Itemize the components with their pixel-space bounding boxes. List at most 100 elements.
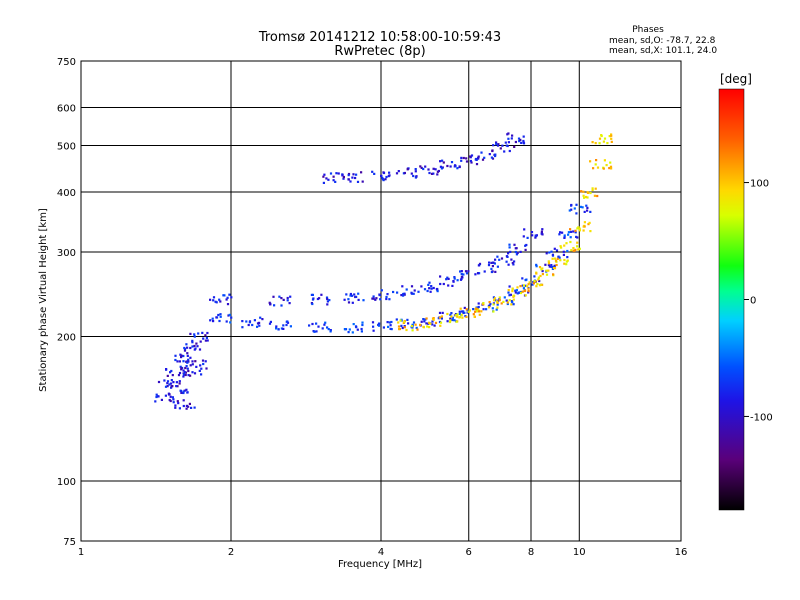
scatter-point — [395, 172, 399, 175]
scatter-point — [417, 290, 420, 293]
scatter-point — [378, 294, 381, 297]
colorbar-ticks: 100 0 -100 — [744, 179, 773, 423]
scatter-point — [495, 143, 498, 146]
scatter-point — [482, 308, 485, 311]
x-tick-label: 1 — [78, 547, 84, 558]
scatter-point — [521, 277, 524, 280]
scatter-point — [447, 277, 450, 280]
scatter-point — [498, 296, 501, 299]
scatter-point — [191, 345, 194, 348]
scatter-point — [428, 281, 431, 284]
scatter-point — [496, 255, 499, 258]
scatter-point — [362, 299, 365, 302]
scatter-point — [458, 315, 462, 319]
scatter-point — [576, 236, 579, 239]
scatter-point — [496, 265, 499, 268]
scatter-point — [516, 286, 519, 289]
scatter-point — [403, 326, 406, 329]
scatter-point — [169, 382, 173, 385]
scatter-point — [200, 373, 203, 376]
scatter-point — [519, 138, 522, 141]
scatter-point — [282, 327, 285, 330]
scatter-point — [540, 230, 543, 233]
scatter-point — [426, 325, 429, 328]
scatter-point — [154, 400, 157, 403]
scatter-point — [523, 289, 526, 293]
scatter-point — [506, 255, 509, 258]
scatter-point — [337, 172, 340, 175]
scatter-point — [182, 360, 185, 363]
scatter-point — [272, 295, 275, 298]
scatter-point — [563, 258, 566, 262]
scatter-point — [496, 306, 499, 309]
scatter-point — [460, 313, 463, 316]
scatter-point — [316, 297, 319, 301]
scatter-point — [347, 174, 350, 177]
scatter-point — [598, 137, 602, 140]
scatter-point — [251, 323, 254, 327]
scatter-point — [360, 330, 363, 333]
scatter-point — [175, 381, 178, 384]
scatter-point — [509, 293, 512, 296]
scatter-point — [174, 406, 177, 409]
scatter-point — [505, 299, 508, 302]
scatter-point — [587, 191, 590, 194]
scatter-point — [488, 153, 491, 156]
scatter-point — [594, 163, 597, 166]
scatter-point — [545, 273, 549, 276]
scatter-point — [591, 188, 594, 192]
scatter-point — [610, 167, 613, 170]
scatter-point — [183, 348, 187, 351]
scatter-point — [228, 313, 231, 316]
scatter-point — [458, 165, 461, 168]
scatter-point — [382, 179, 385, 182]
scatter-point — [548, 265, 551, 268]
scatter-point — [193, 344, 196, 348]
scatter-point — [513, 145, 516, 148]
scatter-point — [565, 263, 568, 266]
scatter-point — [400, 324, 403, 327]
scatter-point — [532, 282, 535, 285]
scatter-point — [514, 140, 517, 144]
scatter-point — [329, 329, 332, 332]
scatter-point — [211, 317, 214, 320]
scatter-point — [440, 315, 443, 318]
scatter-point — [428, 171, 431, 175]
scatter-point — [349, 294, 352, 297]
scatter-point — [164, 394, 167, 397]
scatter-point — [442, 161, 445, 164]
scatter-point — [524, 248, 527, 251]
y-tick-label: 200 — [57, 333, 76, 344]
scatter-point — [175, 385, 178, 388]
y-tick-label: 600 — [57, 104, 76, 115]
scatter-point — [439, 165, 442, 168]
scatter-point — [459, 270, 462, 273]
scatter-point — [511, 261, 514, 265]
scatter-point — [204, 339, 207, 342]
scatter-point — [406, 168, 409, 171]
scatter-point — [377, 324, 381, 327]
scatter-point — [512, 303, 515, 306]
scatter-point — [519, 250, 522, 253]
scatter-point — [374, 298, 377, 301]
scatter-point — [462, 311, 465, 315]
scatter-point — [430, 285, 433, 288]
scatter-point — [526, 236, 529, 239]
scatter-point — [477, 264, 480, 267]
scatter-point — [520, 141, 523, 144]
scatter-point — [489, 302, 492, 306]
scatter-point — [450, 312, 453, 315]
scatter-point — [282, 298, 285, 301]
scatter-point — [501, 144, 504, 147]
scatter-point — [332, 175, 335, 178]
scatter-point — [505, 144, 508, 147]
scatter-point — [563, 262, 566, 265]
scatter-point — [591, 187, 594, 190]
scatter-point — [310, 293, 313, 296]
scatter-point — [491, 149, 494, 153]
scatter-point — [432, 172, 435, 175]
scatter-point — [289, 325, 292, 328]
scatter-point — [190, 406, 193, 409]
scatter-point — [412, 321, 416, 324]
scatter-point — [209, 319, 212, 322]
